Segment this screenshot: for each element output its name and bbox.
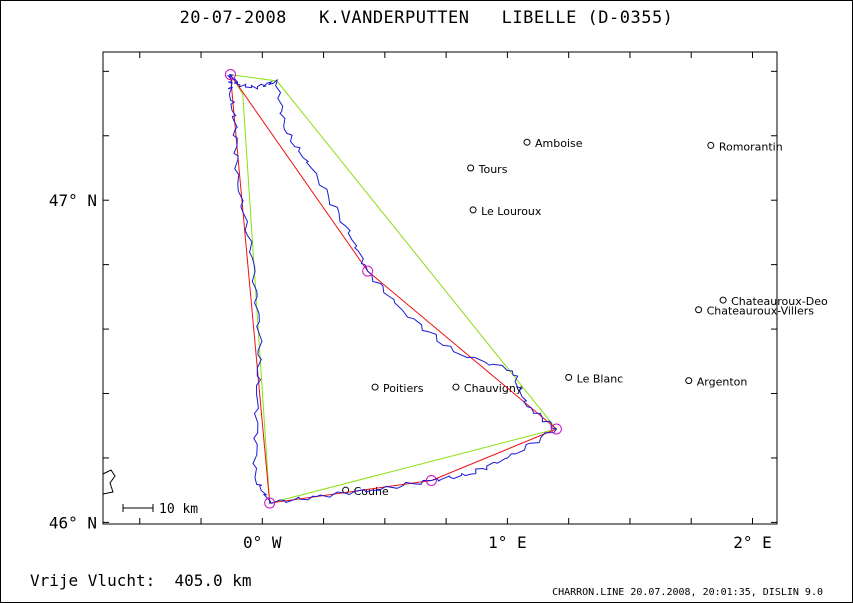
x-axis-label: 1° E bbox=[488, 533, 527, 552]
town-label: Couhe bbox=[354, 485, 389, 498]
turnpoint-marker bbox=[264, 497, 276, 509]
glider-name: LIBELLE (D-0355) bbox=[501, 8, 674, 28]
scale-bar-label: 10 km bbox=[159, 502, 198, 517]
town-label: Chauvigny bbox=[464, 382, 523, 395]
flight-date: 20-07-2008 bbox=[179, 8, 287, 28]
coastline bbox=[102, 469, 116, 495]
gps-track bbox=[226, 73, 558, 504]
town-label: Chateauroux-Deo bbox=[731, 295, 828, 308]
y-axis-label: 47° N bbox=[49, 191, 97, 210]
turnpoint-marker bbox=[362, 265, 374, 277]
town-marker bbox=[685, 377, 693, 385]
town-label: Le Blanc bbox=[577, 372, 624, 385]
x-axis-label: 2° E bbox=[733, 533, 772, 552]
town-label: Chateauroux-Villers bbox=[707, 305, 815, 318]
town-marker bbox=[523, 138, 531, 146]
town-marker bbox=[469, 206, 477, 214]
distance-readout: Vrije Vlucht: 405.0 km bbox=[30, 571, 252, 590]
y-axis-label: 46° N bbox=[49, 513, 97, 532]
distance-value: 405.0 km bbox=[174, 571, 252, 590]
town-marker bbox=[371, 383, 379, 391]
town-marker bbox=[695, 306, 703, 314]
town-label: Romorantin bbox=[719, 140, 783, 153]
turnpoint-marker bbox=[425, 475, 437, 487]
town-label: Amboise bbox=[535, 137, 583, 150]
distance-label: Vrije Vlucht: bbox=[30, 571, 156, 590]
town-marker bbox=[719, 296, 727, 304]
turnpoint-marker bbox=[550, 423, 562, 435]
task-route-line bbox=[229, 74, 558, 504]
town-marker bbox=[467, 164, 475, 172]
pilot-name: K.VANDERPUTTEN bbox=[319, 8, 470, 28]
plot-border bbox=[102, 51, 778, 525]
town-label: Argenton bbox=[697, 376, 748, 389]
town-marker bbox=[707, 141, 715, 149]
program-info: CHARRON.LINE 20.07.2008, 20:01:35, DISLI… bbox=[552, 587, 823, 598]
town-marker bbox=[452, 383, 460, 391]
x-axis-label: 0° W bbox=[243, 533, 282, 552]
turnpoint-marker bbox=[224, 69, 236, 81]
town-marker bbox=[565, 373, 573, 381]
town-label: Tours bbox=[478, 163, 508, 176]
town-label: Poitiers bbox=[383, 382, 424, 395]
town-label: Le Louroux bbox=[481, 205, 542, 218]
optimized-route-line bbox=[229, 74, 558, 504]
flight-title: 20-07-2008 K.VANDERPUTTEN LIBELLE (D-035… bbox=[0, 8, 853, 28]
